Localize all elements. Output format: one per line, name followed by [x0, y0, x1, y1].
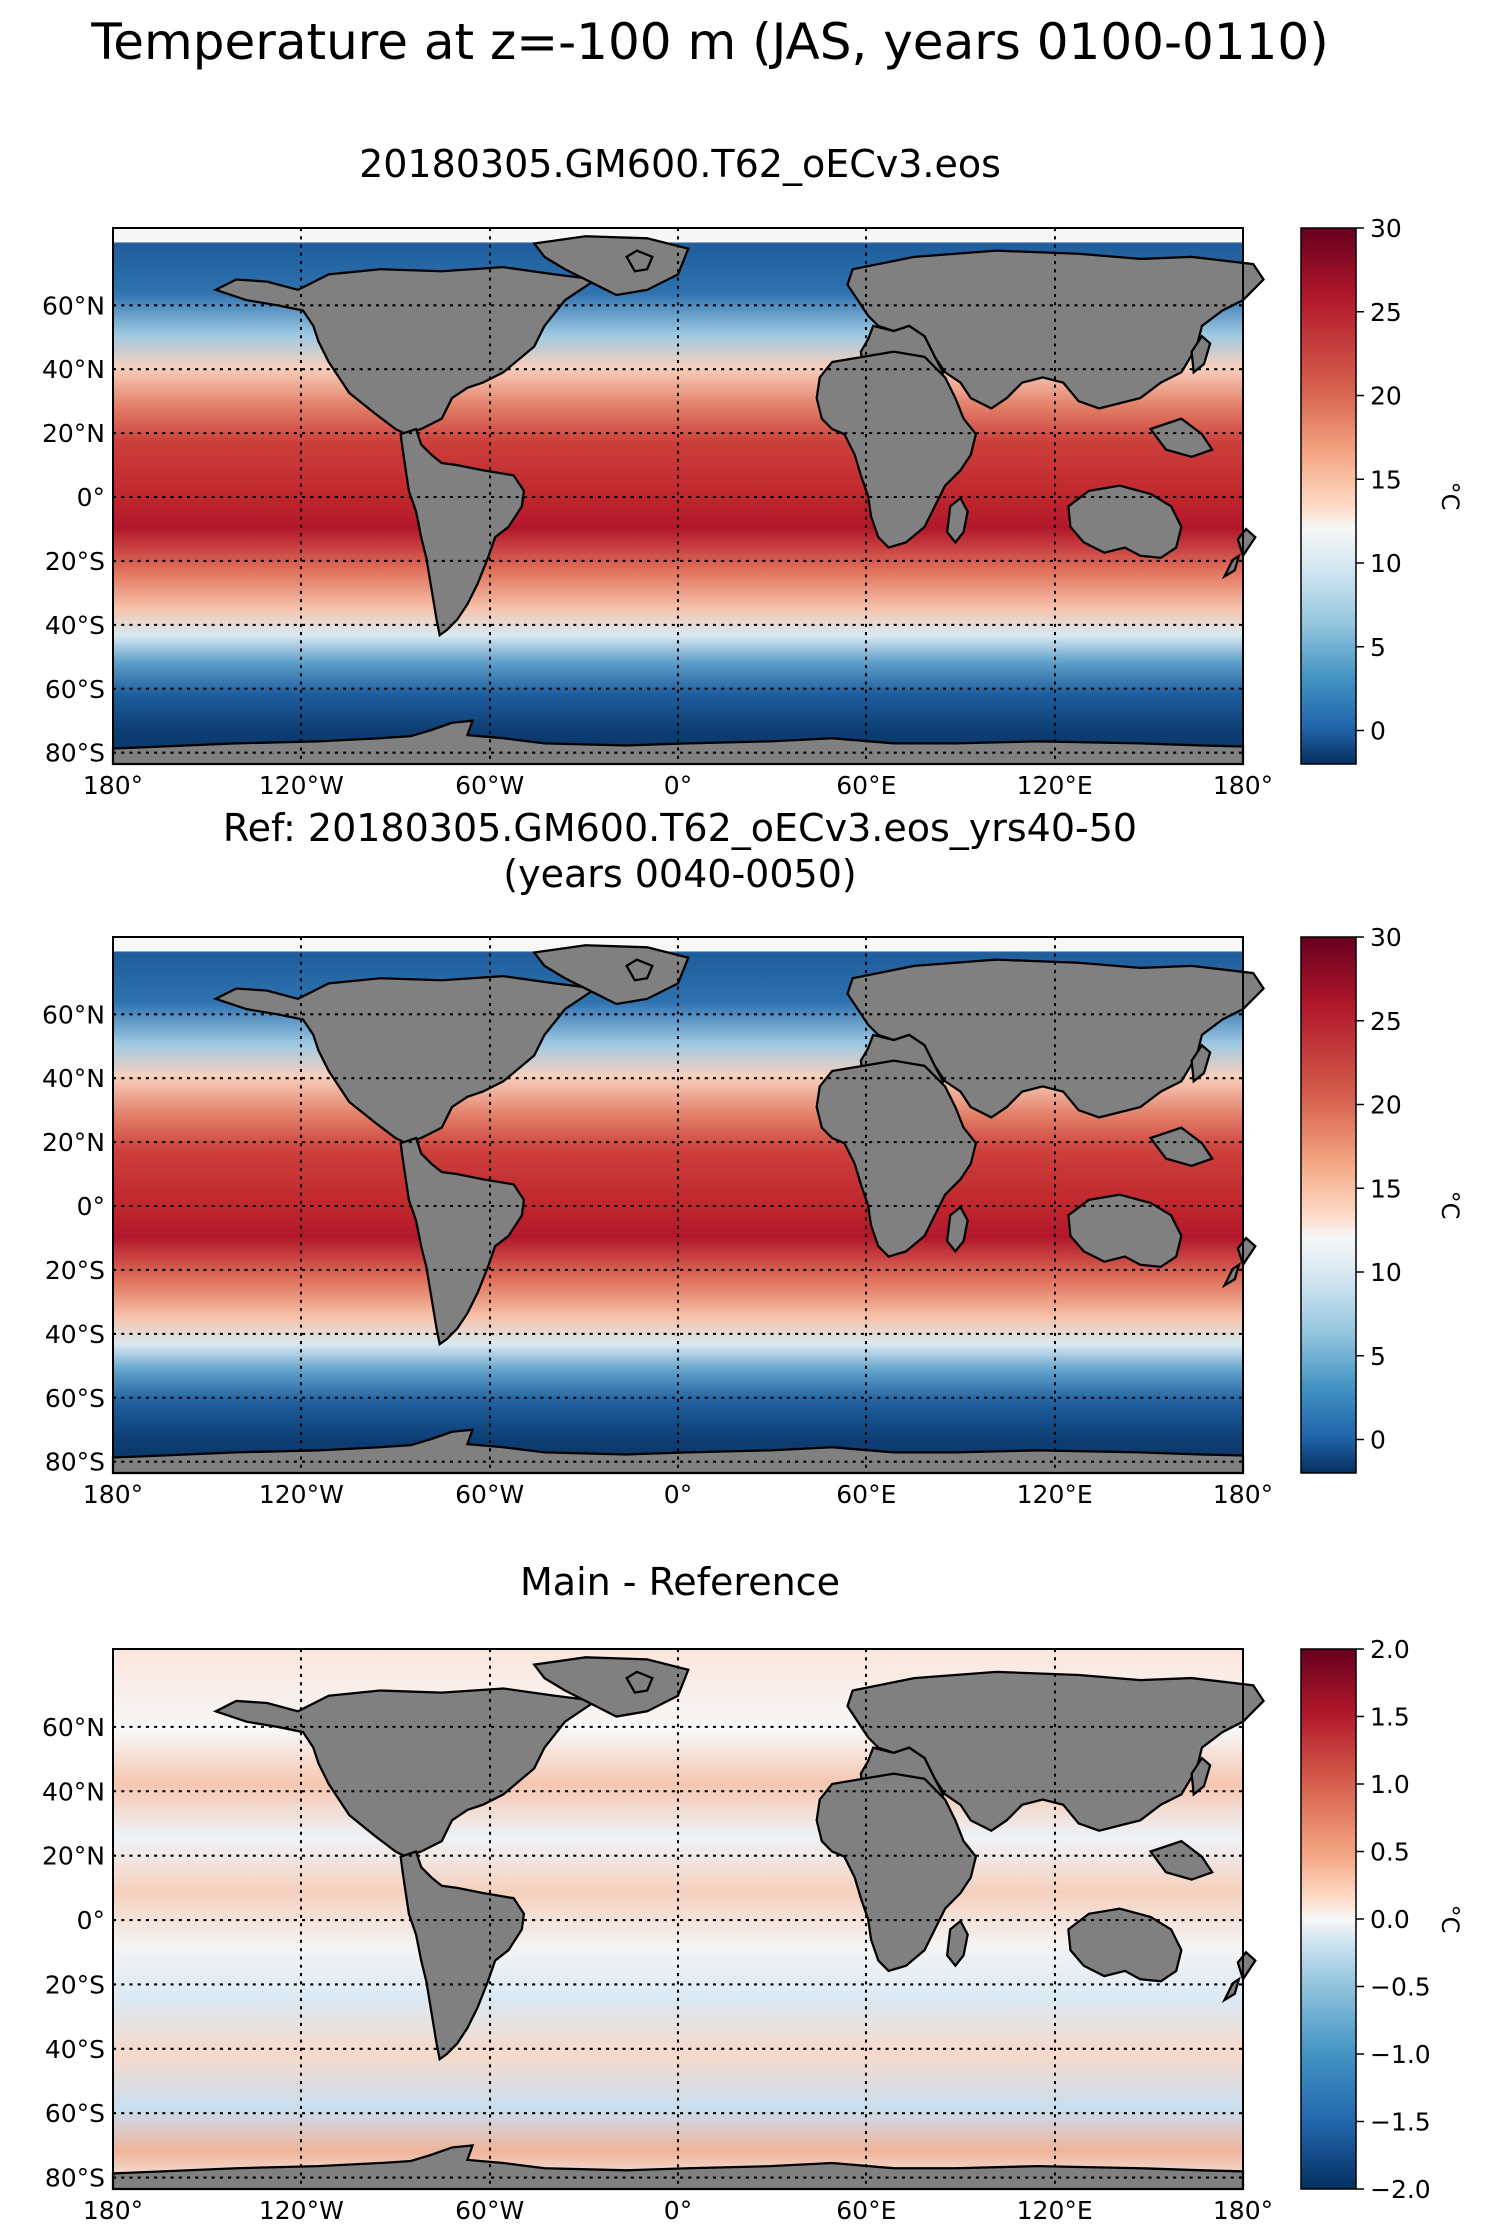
colorbar: [1300, 1648, 1357, 2190]
lat-tick-label: 20°S: [45, 547, 105, 576]
map-1: [111, 226, 1265, 766]
lon-tick-label: 60°W: [455, 2196, 524, 2225]
lat-tick-label: 80°S: [45, 739, 105, 768]
colorbar-tick-label: −1.0: [1370, 2040, 1431, 2069]
map-3: [111, 1647, 1265, 2191]
lat-tick-label: 20°N: [42, 419, 105, 448]
panel3-title: Main - Reference: [520, 1560, 840, 1604]
lon-tick-label: 180°: [83, 2196, 143, 2225]
map-panel-1: 60°N 40°N 20°N 0° 20°S 40°S 60°S 80°S 180° 120°W 6…: [42, 214, 1464, 800]
lon-tick-label: 120°W: [259, 771, 344, 800]
colorbar-tick-label: −2.0: [1370, 2175, 1431, 2204]
colorbar-tick-label: 0: [1370, 717, 1386, 746]
lat-tick-label: 40°N: [42, 1064, 105, 1093]
lat-tick-label: 40°S: [45, 2035, 105, 2064]
colorbar-tick-label: 25: [1370, 298, 1402, 327]
map-panel-3: 60°N 40°N 20°N 0° 20°S 40°S 60°S 80°S 180° 120°W 6…: [42, 1635, 1464, 2225]
colorbar-units-label: °C: [1436, 1191, 1464, 1220]
lon-tick-label: 180°: [83, 1480, 143, 1509]
lon-tick-label: 0°: [664, 1480, 692, 1509]
lat-tick-label: 0°: [77, 1906, 105, 1935]
colorbar-tick-label: 0: [1370, 1426, 1386, 1455]
lat-tick-label: 40°S: [45, 611, 105, 640]
panel2-title-line2: (years 0040-0050): [503, 852, 857, 896]
lat-tick-label: 0°: [77, 1192, 105, 1221]
colorbar: [1300, 936, 1357, 1474]
colorbar-tick-label: 1.0: [1370, 1770, 1410, 1799]
lat-tick-label: 60°N: [42, 1713, 105, 1742]
figure-title: Temperature at z=-100 m (JAS, years 0100…: [91, 13, 1329, 71]
map-frame: [112, 936, 1244, 1474]
colorbar-tick-label: 30: [1370, 214, 1402, 243]
colorbar-tick-label: 15: [1370, 1174, 1402, 1203]
colorbar-units-label: °C: [1436, 482, 1464, 511]
lon-tick-label: 120°W: [259, 2196, 344, 2225]
colorbar-tick-label: −1.5: [1370, 2108, 1431, 2137]
lat-tick-label: 20°S: [45, 1970, 105, 1999]
lat-tick-label: 80°S: [45, 2164, 105, 2193]
lat-tick-label: 60°S: [45, 1384, 105, 1413]
lat-tick-label: 20°S: [45, 1256, 105, 1285]
colorbar-tick-label: 20: [1370, 382, 1402, 411]
lat-tick-label: 60°N: [42, 291, 105, 320]
lon-tick-label: 0°: [664, 771, 692, 800]
lon-tick-label: 120°E: [1017, 2196, 1093, 2225]
lat-tick-label: 60°N: [42, 1000, 105, 1029]
colorbar-tick-label: 0.5: [1370, 1838, 1410, 1867]
lon-tick-label: 60°E: [836, 771, 896, 800]
lon-tick-label: 60°E: [836, 2196, 896, 2225]
lon-tick-label: 120°E: [1017, 1480, 1093, 1509]
colorbar-tick-label: 15: [1370, 465, 1402, 494]
sea-ice-north: [113, 937, 1243, 952]
colorbar-tick-label: 1.5: [1370, 1703, 1410, 1732]
colorbar-tick-label: 25: [1370, 1007, 1402, 1036]
colorbar-tick-label: 20: [1370, 1091, 1402, 1120]
lat-tick-label: 60°S: [45, 2099, 105, 2128]
lat-tick-label: 80°S: [45, 1448, 105, 1477]
colorbar-tick-label: 5: [1370, 633, 1386, 662]
lon-tick-label: 120°E: [1017, 771, 1093, 800]
panel2-title-line1: Ref: 20180305.GM600.T62_oECv3.eos_yrs40-…: [222, 806, 1138, 850]
lon-tick-label: 60°W: [455, 771, 524, 800]
map-panel-2: 60°N 40°N 20°N 0° 20°S 40°S 60°S 80°S 180° 120°W 6…: [42, 923, 1464, 1509]
lon-tick-label: 60°W: [455, 1480, 524, 1509]
lat-tick-label: 40°N: [42, 1777, 105, 1806]
map-frame: [112, 1648, 1244, 2190]
map-frame: [112, 227, 1244, 765]
lon-tick-label: 120°W: [259, 1480, 344, 1509]
lat-tick-label: 0°: [77, 483, 105, 512]
colorbar-tick-label: 0.0: [1370, 1905, 1410, 1934]
colorbar-tick-label: −0.5: [1370, 1973, 1431, 2002]
colorbar-tick-label: 10: [1370, 549, 1402, 578]
colorbar-tick-label: 30: [1370, 923, 1402, 952]
colorbar-tick-label: 5: [1370, 1342, 1386, 1371]
lat-tick-label: 20°N: [42, 1842, 105, 1871]
lon-tick-label: 60°E: [836, 1480, 896, 1509]
panel1-title: 20180305.GM600.T62_oECv3.eos: [359, 142, 1001, 186]
lat-tick-label: 20°N: [42, 1128, 105, 1157]
lon-tick-label: 180°: [1213, 1480, 1273, 1509]
lat-tick-label: 60°S: [45, 675, 105, 704]
lon-tick-label: 180°: [1213, 2196, 1273, 2225]
lat-tick-label: 40°S: [45, 1320, 105, 1349]
lat-tick-label: 40°N: [42, 355, 105, 384]
sea-ice-north: [113, 228, 1243, 243]
lon-tick-label: 0°: [664, 2196, 692, 2225]
colorbar-tick-label: 2.0: [1370, 1635, 1410, 1664]
lon-tick-label: 180°: [83, 771, 143, 800]
colorbar-units-label: °C: [1436, 1905, 1464, 1934]
map-2: [111, 935, 1265, 1475]
lon-tick-label: 180°: [1213, 771, 1273, 800]
colorbar-tick-label: 10: [1370, 1258, 1402, 1287]
colorbar: [1300, 227, 1357, 765]
